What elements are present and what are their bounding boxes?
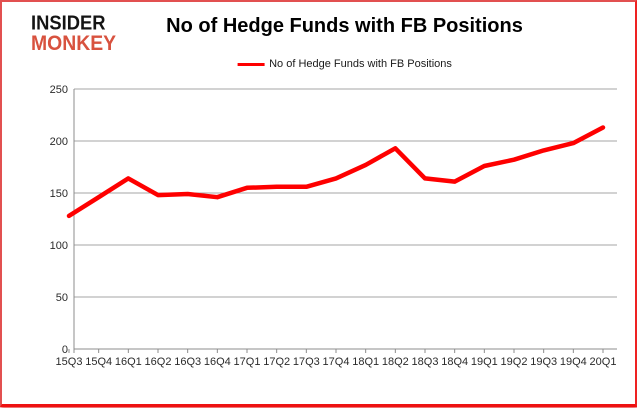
- x-tick-label: 17Q1: [234, 356, 261, 368]
- x-tick-label: 16Q1: [115, 356, 142, 368]
- chart-line-series: [66, 125, 606, 219]
- y-tick-label: 250: [50, 84, 68, 96]
- x-tick-label: 19Q4: [560, 356, 587, 368]
- x-tick-label: 18Q1: [352, 356, 379, 368]
- y-tick-label: 0: [62, 344, 68, 356]
- logo-insider-text: INSIDER: [31, 10, 106, 34]
- chart-title: No of Hedge Funds with FB Positions: [166, 15, 523, 37]
- legend: No of Hedge Funds with FB Positions: [237, 58, 452, 70]
- y-tick-label: 50: [56, 292, 68, 304]
- x-tick-label: 16Q2: [145, 356, 172, 368]
- x-tick-label: 16Q4: [204, 356, 231, 368]
- legend-line-swatch: [237, 62, 265, 66]
- x-tick-label: 19Q1: [471, 356, 498, 368]
- logo-monkey-text: MONKEY: [31, 31, 117, 56]
- x-tick-label: 15Q4: [85, 356, 112, 368]
- y-tick-label: 100: [50, 240, 68, 252]
- x-tick-label: 17Q2: [263, 356, 290, 368]
- x-tick-label: 17Q3: [293, 356, 320, 368]
- x-tick-label: 17Q4: [323, 356, 350, 368]
- y-tick-label: 200: [50, 136, 68, 148]
- x-tick-label: 18Q4: [441, 356, 468, 368]
- x-tick-label: 20Q1: [590, 356, 617, 368]
- y-tick-label: 150: [50, 188, 68, 200]
- x-tick-label: 18Q3: [412, 356, 439, 368]
- insider-monkey-logo: INSIDER MONKEY: [31, 10, 117, 56]
- x-tick-label: 16Q3: [174, 356, 201, 368]
- legend-label: No of Hedge Funds with FB Positions: [269, 58, 452, 70]
- x-tick-label: 19Q3: [530, 356, 557, 368]
- x-tick-label: 18Q2: [382, 356, 409, 368]
- x-tick-label: 15Q3: [56, 356, 83, 368]
- x-tick-label: 19Q2: [501, 356, 528, 368]
